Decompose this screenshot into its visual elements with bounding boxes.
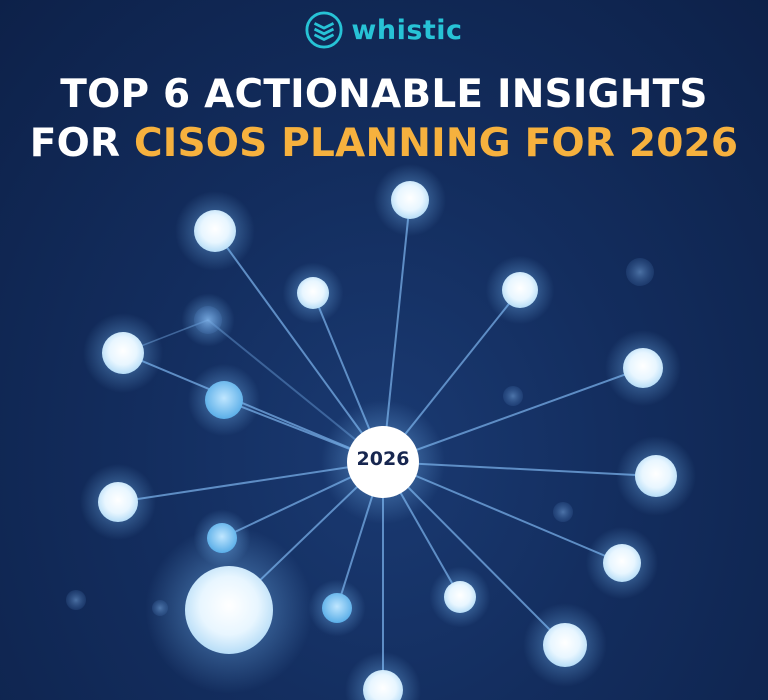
network-node [623, 348, 663, 388]
network-node [322, 593, 352, 623]
network-node [102, 332, 144, 374]
network-node [603, 544, 641, 582]
network-node [185, 566, 273, 654]
network-node [194, 306, 222, 334]
headline-line-2-prefix: FOR [29, 121, 134, 166]
network-node [207, 523, 237, 553]
layered-shield-icon [305, 11, 343, 49]
network-node [635, 455, 677, 497]
network-node [297, 277, 329, 309]
network-node [444, 581, 476, 613]
hub-node [347, 426, 419, 498]
headline-highlight: CISOS PLANNING FOR 2026 [133, 121, 739, 166]
network-node [205, 381, 243, 419]
headline-line-2: FOR CISOS PLANNING FOR 2026 [0, 121, 768, 166]
network-node [543, 623, 587, 667]
hub-label: 2026 [356, 448, 410, 470]
network-node [363, 670, 403, 700]
ambient-dot [503, 386, 523, 406]
network-node [502, 272, 538, 308]
brand-header: whistic [0, 10, 768, 50]
ambient-dot [626, 258, 654, 286]
network-node [391, 181, 429, 219]
network-node [194, 210, 236, 252]
headline-line-1: TOP 6 ACTIONABLE INSIGHTS [60, 72, 708, 117]
ambient-dot [553, 502, 573, 522]
ambient-dot [152, 600, 168, 616]
network-node [98, 482, 138, 522]
ambient-dot [66, 590, 86, 610]
brand-name: whistic [351, 14, 463, 46]
network-nodes [66, 181, 677, 700]
